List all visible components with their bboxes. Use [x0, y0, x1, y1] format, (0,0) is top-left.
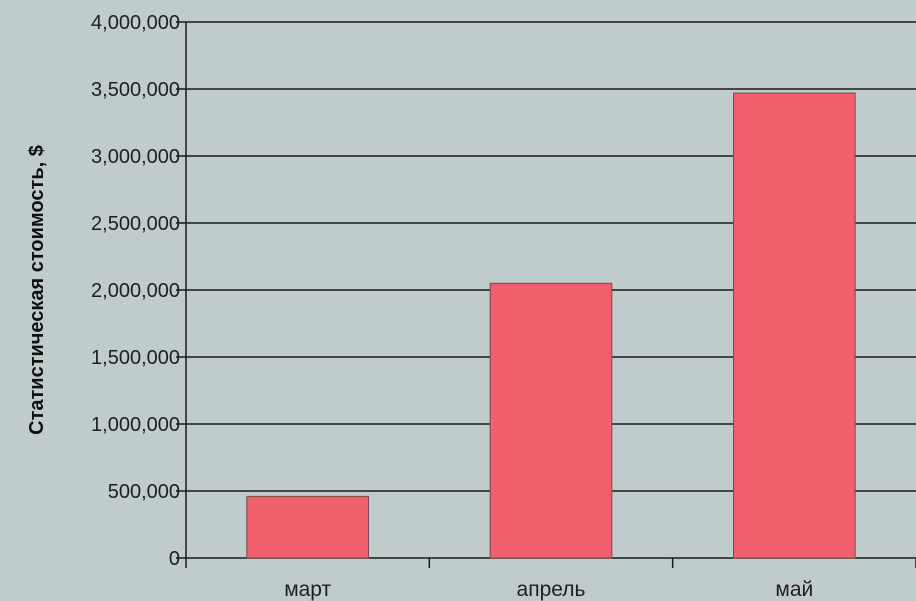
- y-tick-label-1: 500,000: [108, 481, 180, 503]
- x-tick-label-2: май: [775, 578, 813, 601]
- x-tick-label-1: апрель: [517, 578, 586, 601]
- y-tick-label-8: 4,000,000: [91, 12, 180, 34]
- y-tick-label-0: 0: [169, 548, 180, 570]
- y-tick-labels: 0 500,000 1,000,000 1,500,000 2,000,000 2,500…: [91, 12, 180, 570]
- x-tick-label-0: март: [284, 578, 331, 601]
- x-tick-labels: март апрель май: [284, 578, 813, 601]
- bar-0: [246, 495, 369, 559]
- bar-2: [733, 92, 856, 559]
- y-tick-label-3: 1,500,000: [91, 347, 180, 369]
- bar-1: [489, 282, 613, 559]
- y-tick-label-6: 3,000,000: [91, 146, 180, 168]
- axis-layer: [176, 21, 916, 568]
- y-tick-label-4: 2,000,000: [91, 280, 180, 302]
- bars-layer: [246, 92, 856, 559]
- y-tick-label-5: 2,500,000: [91, 213, 180, 235]
- y-tick-label-2: 1,000,000: [91, 414, 180, 436]
- y-tick-label-7: 3,500,000: [91, 79, 180, 101]
- y-axis-title: Статистическая стоимость, $: [26, 145, 48, 435]
